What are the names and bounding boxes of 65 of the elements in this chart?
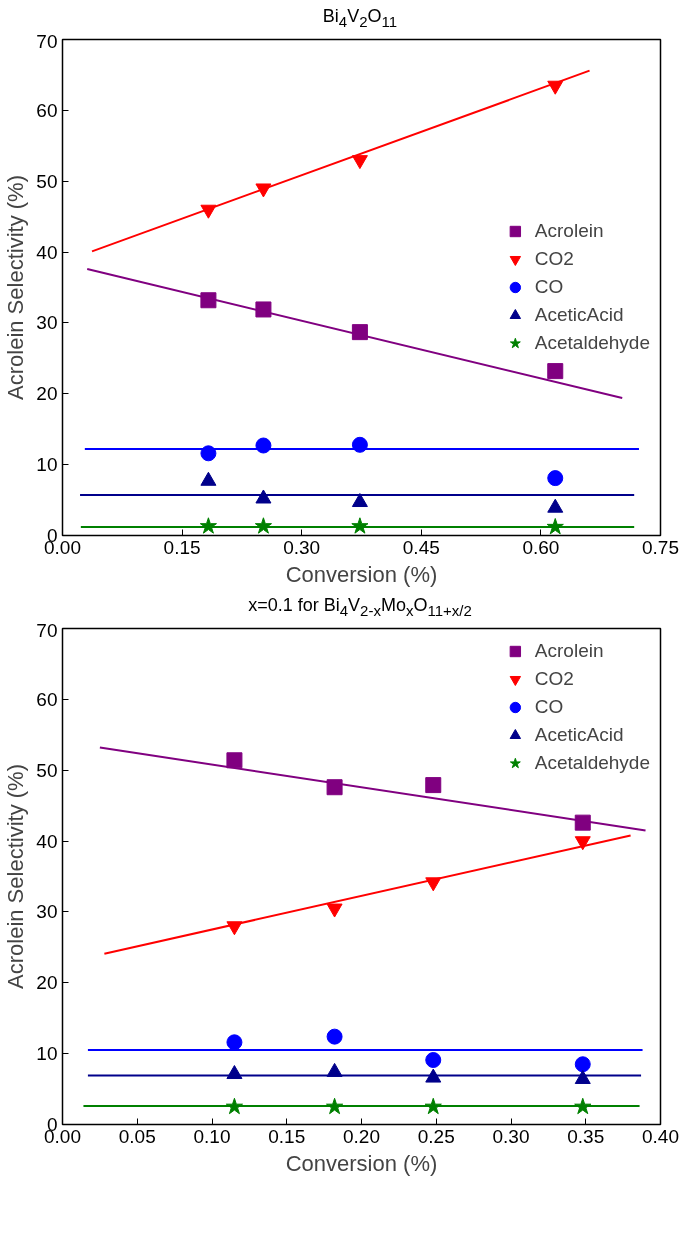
y-tick-label: 60 <box>36 99 58 121</box>
y-tick-label: 70 <box>36 30 58 52</box>
chart-title: Bi$_{4}$V$_{2}$O$_{11}$ <box>321 5 399 32</box>
y-tick-label: 70 <box>36 619 58 641</box>
y-tick-label: 50 <box>36 170 58 192</box>
point <box>351 517 369 534</box>
x-axis-title: Conversion (%) <box>285 561 438 587</box>
y-tick-label: 50 <box>36 759 58 781</box>
point <box>200 292 217 309</box>
point <box>351 493 368 508</box>
legend-label: Acetaldehyde <box>534 331 650 355</box>
y-axis-title: Acrolein Selectivity (%) <box>3 764 29 989</box>
legend-label: Acetaldehyde <box>534 751 650 775</box>
legend-label: CO2 <box>534 667 574 691</box>
legend-label: CO2 <box>534 247 574 271</box>
y-axis-title: Acrolein Selectivity (%) <box>3 175 29 400</box>
y-tick-label: 20 <box>36 383 58 405</box>
point <box>200 471 217 486</box>
y-tick-label: 30 <box>36 901 58 923</box>
y-tick-label: 40 <box>36 830 58 852</box>
x-tick-label: 0.30 <box>283 536 321 558</box>
chart-title: x=0.1 for Bi$_{4}$V$_{2-x}$Mo$_{x}$O$_{11+x/2}$ <box>247 594 473 621</box>
x-tick-label: 0.60 <box>522 536 560 558</box>
point <box>255 301 272 318</box>
point <box>255 489 272 504</box>
legend-label: CO <box>534 275 564 299</box>
point <box>326 1028 343 1045</box>
point <box>574 1069 591 1084</box>
x-tick-label: 0.10 <box>193 1125 231 1147</box>
legend-label: Acrolein <box>534 639 604 663</box>
x-tick-label: 0.45 <box>402 536 440 558</box>
x-tick-label: 0.15 <box>163 536 201 558</box>
x-tick-label: 0.35 <box>567 1125 605 1147</box>
point <box>574 1056 591 1073</box>
y-tick-label: 10 <box>36 1043 58 1065</box>
point <box>254 517 273 534</box>
x-tick-label: 0.30 <box>492 1125 530 1147</box>
y-tick-label: 20 <box>36 972 58 994</box>
x-tick-label: 0.25 <box>417 1125 455 1147</box>
y-tick-label: 10 <box>36 454 58 476</box>
x-tick-label: 0.05 <box>118 1125 156 1147</box>
x-tick-label: 0.20 <box>343 1125 380 1147</box>
legend-label: Acrolein <box>534 219 604 243</box>
point <box>574 814 591 831</box>
y-tick-label: 60 <box>36 688 58 710</box>
point <box>226 752 243 769</box>
y-tick-label: 30 <box>36 312 58 334</box>
y-tick-label: 40 <box>36 241 58 263</box>
legend-label: AceticAcid <box>534 303 624 327</box>
x-tick-label: 0.15 <box>268 1125 306 1147</box>
point <box>547 498 564 513</box>
point <box>425 1052 442 1069</box>
point <box>351 155 368 170</box>
point <box>547 363 564 380</box>
point <box>226 1034 243 1051</box>
legend-label: AceticAcid <box>534 723 624 747</box>
x-tick-label: 0.75 <box>642 536 679 558</box>
legend-label: CO <box>534 695 564 719</box>
point <box>425 777 442 794</box>
point <box>199 517 217 534</box>
point <box>326 779 343 796</box>
x-tick-label: 0.40 <box>642 1125 679 1147</box>
point <box>425 1068 442 1083</box>
x-axis-title: Conversion (%) <box>285 1150 438 1176</box>
point <box>547 470 564 487</box>
